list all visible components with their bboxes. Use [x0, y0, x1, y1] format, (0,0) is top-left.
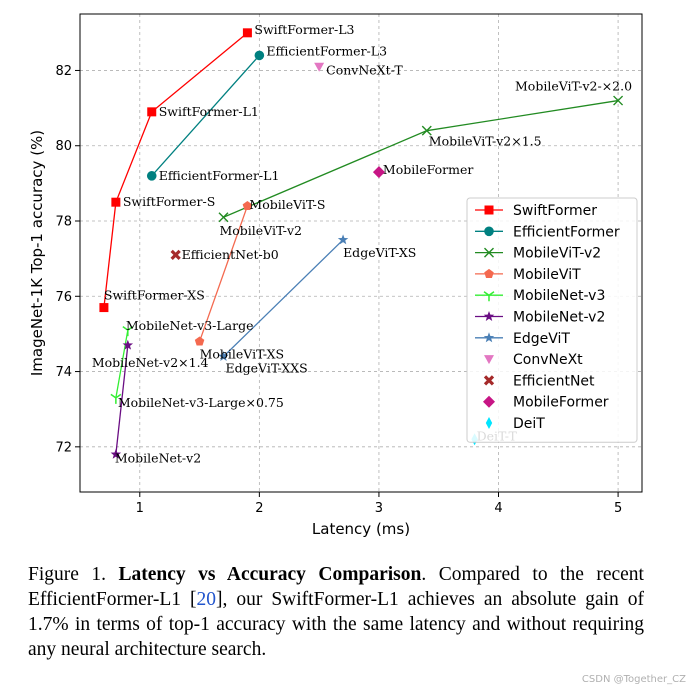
legend-mobilevit-marker [484, 268, 494, 278]
efficientnet-b0-point [170, 249, 181, 261]
mobilevit-v2-1-5-label: MobileViT-v2×1.5 [429, 134, 542, 149]
swiftformer-xs-label: SwiftFormer-XS [104, 288, 205, 303]
legend-efficientnet-label: EfficientNet [513, 373, 595, 389]
x-tick-label: 1 [136, 501, 144, 516]
x-axis-ticks: 1 2 3 4 5 [136, 492, 622, 516]
swiftformer-l1-point [147, 107, 157, 117]
legend-box [466, 197, 638, 443]
mobilenet-v2-1-4-point [122, 339, 134, 350]
y-tick-label: 80 [55, 139, 72, 154]
legend-convnext-marker [484, 355, 494, 365]
caption-title: Latency vs Accuracy Comparison [118, 564, 422, 585]
legend-swiftformer-marker [484, 205, 494, 215]
caption-text-2: ], our SwiftFormer-L1 achieves an absolu… [28, 589, 644, 660]
y-tick-label: 72 [55, 440, 72, 455]
y-axis-label: ImageNet-1K Top-1 accuracy (%) [28, 130, 46, 376]
legend-mobilevit-label: MobileViT [513, 267, 581, 283]
legend-mobilenet-v3-marker [483, 291, 495, 302]
x-tick-label: 2 [255, 501, 263, 516]
legend-swiftformer-label: SwiftFormer [513, 203, 597, 219]
mobilevit-xs-point [194, 336, 205, 346]
plot-frame [79, 13, 643, 493]
mobilenet-v3-large-0-75-label: MobileNet-v3-Large×0.75 [118, 395, 284, 410]
legend-edgevit-label: EdgeViT [513, 331, 570, 347]
x-tick-label: 3 [375, 501, 383, 516]
swiftformer-line [103, 32, 248, 308]
mobilevit-s-point [242, 200, 253, 210]
legend-deit-label: DeiT [513, 416, 545, 432]
mobilenet-v3-line [115, 330, 129, 399]
mobilevit-v2-1-5-point [421, 125, 432, 136]
mobilenet-v3-large-0-75-point [110, 393, 122, 404]
edgevit-xs-label: EdgeViT-XS [343, 245, 416, 260]
efficientnet-b0-label: EfficientNet-b0 [182, 247, 279, 262]
mobilevit-v2-2-0-point [613, 95, 624, 106]
caption-prefix: Figure 1. [28, 564, 119, 585]
y-axis-ticks: 72 74 76 78 80 82 [55, 64, 80, 455]
swiftformer-l3-point [242, 28, 252, 38]
mobilenet-v2-1-4-label: MobileNet-v2×1.4 [92, 355, 209, 370]
legend-mobilenet-v3-label: MobileNet-v3 [513, 288, 605, 304]
efficientformer-l3-point [254, 50, 265, 61]
legend-mobileformer-label: MobileFormer [513, 395, 609, 411]
y-tick-label: 82 [55, 64, 72, 79]
legend-deit-marker [485, 417, 493, 429]
citation-link[interactable]: 20 [196, 589, 217, 610]
legend-efficientnet-marker [483, 375, 495, 386]
y-tick-label: 78 [55, 215, 72, 230]
y-tick-label: 76 [55, 290, 72, 305]
mobileformer-point [372, 166, 385, 179]
legend-mobilevit-v2-marker [484, 247, 494, 258]
edgevit-xs-point [337, 234, 349, 245]
mobilenet-v3-large-label: MobileNet-v3-Large [126, 318, 254, 333]
swiftformer-s-label: SwiftFormer-S [123, 194, 215, 209]
edgevit-xxs-label: EdgeViT-XXS [225, 361, 307, 376]
mobilenet-v2-point [110, 448, 122, 459]
legend-mobilevit-v2-label: MobileViT-v2 [513, 246, 601, 262]
legend-edgevit-marker [483, 332, 495, 343]
latency-accuracy-chart: SwiftFormer-XS SwiftFormer-S SwiftFormer-L… [28, 13, 643, 538]
swiftformer-s-point [111, 197, 121, 207]
swiftformer-l3-label: SwiftFormer-L3 [254, 22, 354, 37]
efficientformer-l1-point [146, 171, 157, 181]
legend-convnext-label: ConvNeXt [513, 352, 583, 368]
figure-caption: Figure 1. Latency vs Accuracy Comparison… [28, 562, 644, 662]
mobilevit-v2-label: MobileViT-v2 [219, 223, 302, 238]
edgevit-line [223, 239, 344, 357]
legend-mobilenet-v2-label: MobileNet-v2 [513, 310, 605, 326]
legend-mobilenet-v2-marker [483, 311, 495, 321]
mobileformer-label: MobileFormer [383, 162, 473, 177]
mobilevit-s-label: MobileViT-S [249, 197, 325, 212]
efficientformer-l3-label: EfficientFormer-L3 [266, 43, 387, 58]
mobilevit-v2-2-0-label: MobileViT-v2-×2.0 [515, 79, 632, 94]
legend-mobileformer-marker [483, 395, 495, 408]
efficientformer-l1-label: EfficientFormer-L1 [159, 168, 280, 183]
y-tick-label: 74 [55, 365, 72, 380]
swiftformer-l1-label: SwiftFormer-L1 [159, 104, 259, 119]
mobilevit-line [198, 205, 249, 342]
legend-efficientformer-marker [484, 226, 494, 237]
edgevit-xxs-point [218, 351, 229, 361]
mobilenet-v2-line [115, 345, 129, 455]
mobilenet-v2-label: MobileNet-v2 [115, 450, 201, 465]
legend-efficientformer-label: EfficientFormer [513, 224, 620, 240]
convnext-t-label: ConvNeXt-T [326, 63, 403, 78]
mobilevit-v2-point [218, 212, 229, 223]
x-axis-label: Latency (ms) [312, 520, 410, 538]
mobilevit-xs-label: MobileViT-XS [200, 346, 285, 361]
watermark: CSDN @Together_CZ [581, 674, 686, 685]
convnext-t-point [314, 62, 325, 72]
x-tick-label: 5 [614, 501, 622, 516]
mobilenet-v3-large-point [122, 326, 134, 337]
efficientformer-line [151, 54, 260, 177]
swiftformer-xs-point [99, 303, 109, 313]
x-tick-label: 4 [494, 501, 502, 516]
legend: SwiftFormer EfficientFormer MobileViT-v2 Mo… [466, 197, 638, 443]
caption-text-1: . Compared to the recent EfficientFormer… [28, 564, 644, 610]
